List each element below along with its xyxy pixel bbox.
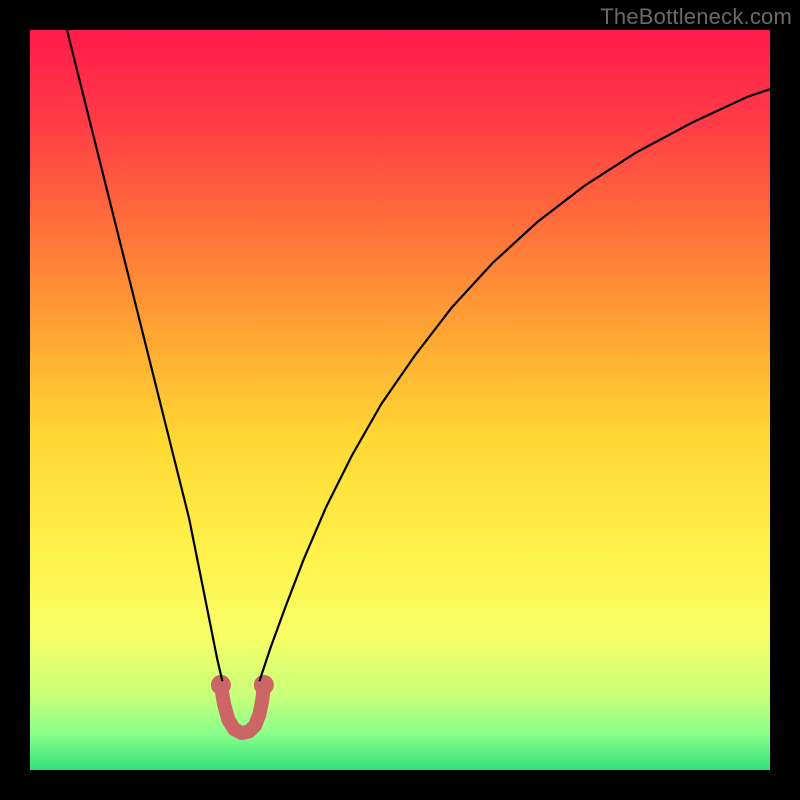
curve-right: [259, 89, 770, 681]
curve-left: [67, 30, 222, 681]
watermark-text: TheBottleneck.com: [600, 4, 792, 30]
marker-endcap-right: [254, 675, 274, 695]
curve-layer: [30, 30, 770, 770]
chart-container: { "watermark": { "text": "TheBottleneck.…: [0, 0, 800, 800]
